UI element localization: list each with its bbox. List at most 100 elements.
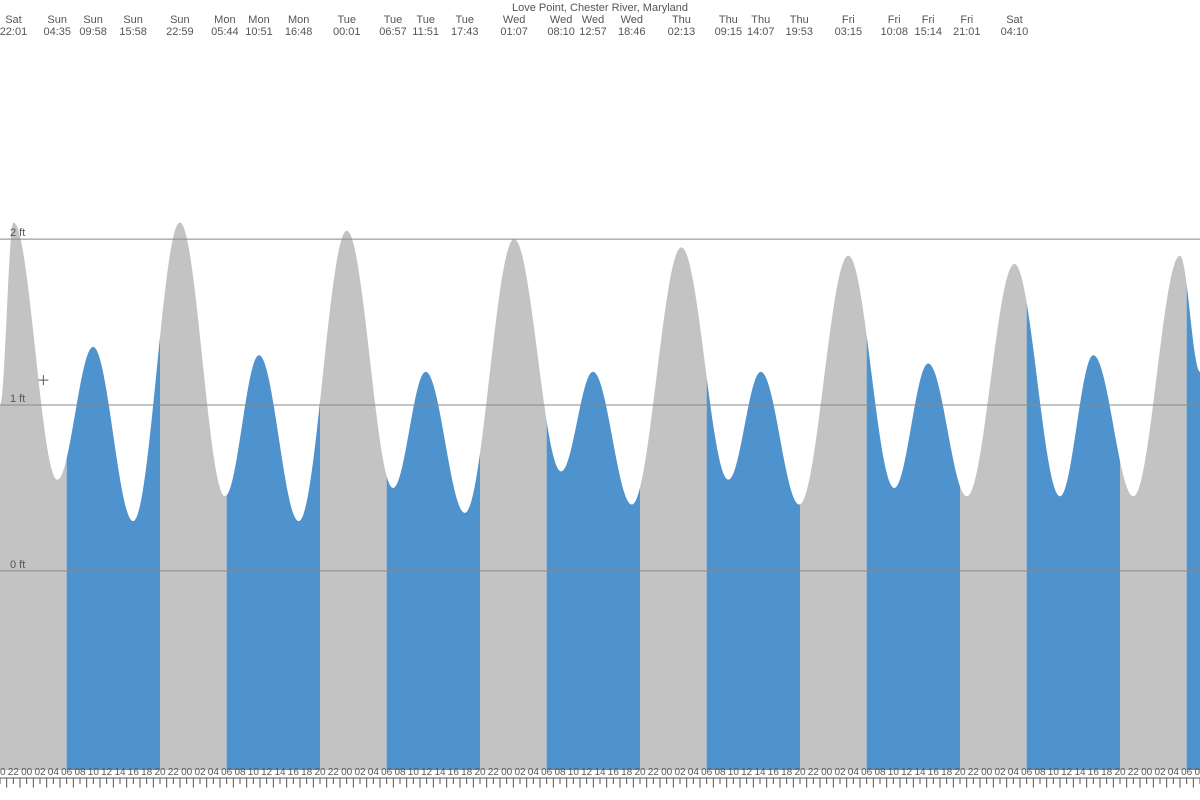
header-time: 09:58 (79, 26, 107, 38)
header-day: Tue (416, 14, 435, 26)
x-hour-label: 16 (928, 767, 940, 778)
header-time: 15:14 (914, 26, 942, 38)
x-hour-label: 06 (61, 767, 73, 778)
x-hour-label: 04 (688, 767, 700, 778)
header-time: 19:53 (785, 26, 813, 38)
x-hour-label: 08 (1194, 767, 1200, 778)
x-hour-label: 02 (354, 767, 366, 778)
header-events: Sat22:01Sun04:35Sun09:58Sun15:58Sun22:59… (0, 14, 1028, 38)
tide-chart: 0 ft1 ft2 ftLove Point, Chester River, M… (0, 0, 1200, 800)
x-hour-label: 14 (434, 767, 446, 778)
x-hour-label: 20 (794, 767, 806, 778)
chart-title: Love Point, Chester River, Maryland (512, 2, 688, 14)
x-hour-label: 16 (448, 767, 460, 778)
x-hour-label: 00 (981, 767, 993, 778)
x-hour-label: 12 (581, 767, 593, 778)
x-hour-label: 22 (8, 767, 20, 778)
header-time: 18:46 (618, 26, 646, 38)
x-hour-label: 04 (208, 767, 220, 778)
header-day: Wed (621, 14, 643, 26)
x-hour-label: 02 (674, 767, 686, 778)
header-day: Mon (214, 14, 235, 26)
header-day: Sun (83, 14, 103, 26)
header-day: Mon (248, 14, 269, 26)
x-hour-label: 14 (594, 767, 606, 778)
header-time: 21:01 (953, 26, 981, 38)
x-hour-label: 10 (888, 767, 900, 778)
x-hour-label: 16 (1088, 767, 1100, 778)
header-time: 11:51 (412, 26, 439, 38)
x-hour-label: 06 (381, 767, 393, 778)
header-time: 01:07 (500, 26, 528, 38)
header-day: Wed (503, 14, 525, 26)
x-hour-label: 16 (608, 767, 620, 778)
y-axis-label: 0 ft (10, 559, 25, 571)
header-day: Sun (170, 14, 190, 26)
header-time: 09:15 (715, 26, 743, 38)
tide-area-day (67, 337, 160, 770)
header-day: Fri (888, 14, 901, 26)
x-hour-label: 04 (48, 767, 60, 778)
header-time: 14:07 (747, 26, 775, 38)
x-hour-label: 14 (274, 767, 286, 778)
x-hour-label: 22 (648, 767, 660, 778)
x-hour-label: 00 (21, 767, 33, 778)
x-hour-label: 18 (621, 767, 633, 778)
x-hour-label: 08 (74, 767, 86, 778)
header-day: Sat (1006, 14, 1023, 26)
x-hour-label: 06 (1181, 767, 1193, 778)
x-hour-label: 10 (408, 767, 420, 778)
x-hour-label: 22 (1128, 767, 1140, 778)
x-hour-label: 10 (728, 767, 740, 778)
x-hour-label: 18 (781, 767, 793, 778)
x-hour-label: 20 (634, 767, 646, 778)
x-hour-label: 10 (248, 767, 260, 778)
header-time: 00:01 (333, 26, 361, 38)
x-hour-label: 00 (501, 767, 513, 778)
x-hour-label: 16 (128, 767, 140, 778)
header-time: 04:10 (1001, 26, 1029, 38)
x-hour-label: 08 (714, 767, 726, 778)
x-hour-label: 20 (0, 767, 6, 778)
header-day: Fri (842, 14, 855, 26)
tide-area-day (1027, 303, 1120, 770)
tide-area-night (1120, 256, 1187, 770)
x-hour-label: 00 (341, 767, 353, 778)
header-time: 15:58 (119, 26, 147, 38)
header-day: Sun (123, 14, 143, 26)
x-hour-label: 00 (821, 767, 833, 778)
header-day: Fri (960, 14, 973, 26)
header-time: 04:35 (43, 26, 71, 38)
header-day: Fri (922, 14, 935, 26)
x-hour-label: 22 (168, 767, 180, 778)
plus-marker (38, 375, 48, 385)
header-day: Tue (456, 14, 475, 26)
header-time: 22:59 (166, 26, 194, 38)
tide-area-night (960, 264, 1027, 770)
x-hour-label: 20 (1114, 767, 1126, 778)
x-hour-label: 14 (1074, 767, 1086, 778)
x-hour-label: 22 (488, 767, 500, 778)
x-hour-label: 10 (568, 767, 580, 778)
tide-area-night (320, 231, 387, 770)
x-hour-label: 22 (328, 767, 340, 778)
x-hour-label: 02 (194, 767, 206, 778)
x-hour-label: 04 (1008, 767, 1020, 778)
x-hour-label: 00 (181, 767, 193, 778)
x-hour-label: 12 (101, 767, 113, 778)
x-hour-label: 08 (394, 767, 406, 778)
x-hour-label: 12 (421, 767, 433, 778)
x-hour-label: 08 (234, 767, 246, 778)
header-day: Thu (672, 14, 691, 26)
x-hour-label: 18 (941, 767, 953, 778)
header-time: 06:57 (379, 26, 407, 38)
x-hour-label: 20 (314, 767, 326, 778)
x-hour-label: 02 (34, 767, 46, 778)
x-hour-label: 04 (368, 767, 380, 778)
y-axis-label: 2 ft (10, 227, 25, 239)
header-time: 10:51 (245, 26, 273, 38)
x-hour-label: 00 (1141, 767, 1153, 778)
header-time: 02:13 (668, 26, 696, 38)
header-day: Wed (582, 14, 604, 26)
header-day: Sun (47, 14, 67, 26)
